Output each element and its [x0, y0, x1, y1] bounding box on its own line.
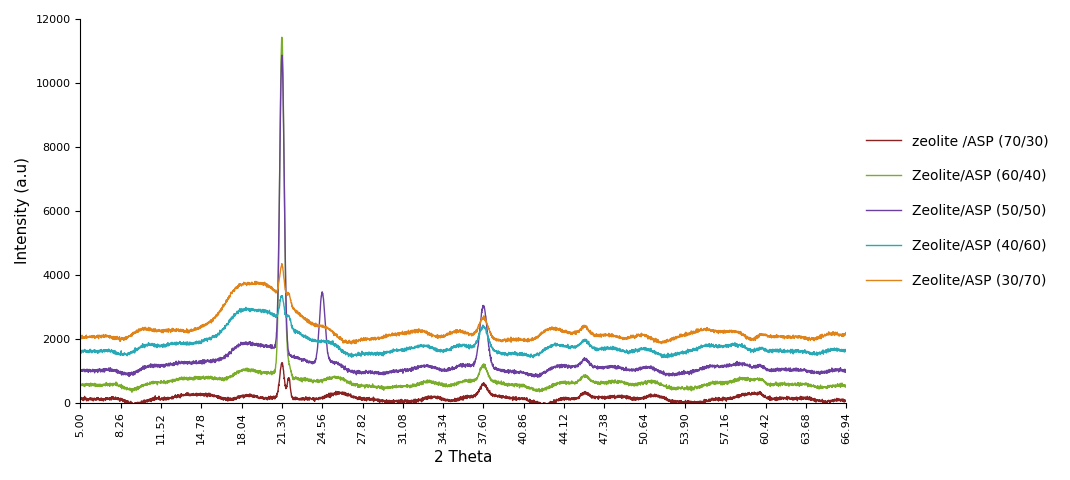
Zeolite/ASP (60/40): [402, 383, 415, 389]
Zeolite/ASP (40/60): [661, 355, 674, 360]
zeolite /ASP (70/30): [275, 360, 288, 366]
Zeolite/ASP (60/40): [630, 381, 643, 386]
Zeolite/ASP (30/70): [840, 330, 853, 336]
Line: Zeolite/ASP (50/50): Zeolite/ASP (50/50): [80, 55, 846, 377]
zeolite /ASP (70/30): [396, 398, 409, 404]
Zeolite/ASP (30/70): [396, 328, 409, 334]
Line: Zeolite/ASP (60/40): Zeolite/ASP (60/40): [80, 37, 846, 392]
Zeolite/ASP (60/40): [439, 382, 452, 388]
Zeolite/ASP (60/40): [840, 383, 853, 389]
Y-axis label: Intensity (a.u): Intensity (a.u): [15, 157, 30, 264]
Zeolite/ASP (30/70): [275, 261, 288, 266]
Zeolite/ASP (60/40): [396, 384, 409, 389]
Zeolite/ASP (40/60): [840, 348, 853, 354]
Zeolite/ASP (40/60): [396, 346, 409, 351]
Line: Zeolite/ASP (40/60): Zeolite/ASP (40/60): [80, 296, 846, 358]
Zeolite/ASP (50/50): [630, 367, 643, 372]
zeolite /ASP (70/30): [816, 398, 829, 404]
Zeolite/ASP (60/40): [779, 381, 792, 386]
zeolite /ASP (70/30): [438, 397, 450, 403]
Zeolite/ASP (50/50): [840, 369, 853, 375]
Zeolite/ASP (50/50): [438, 366, 450, 372]
zeolite /ASP (70/30): [840, 397, 853, 403]
Zeolite/ASP (40/60): [630, 347, 643, 352]
Zeolite/ASP (50/50): [74, 369, 87, 374]
zeolite /ASP (70/30): [779, 396, 792, 401]
zeolite /ASP (70/30): [535, 403, 548, 409]
Line: zeolite /ASP (70/30): zeolite /ASP (70/30): [80, 363, 846, 406]
Zeolite/ASP (50/50): [275, 52, 288, 58]
Zeolite/ASP (40/60): [438, 348, 450, 353]
Zeolite/ASP (40/60): [402, 346, 415, 352]
Zeolite/ASP (50/50): [402, 366, 415, 372]
Legend: zeolite /ASP (70/30), Zeolite/ASP (60/40), Zeolite/ASP (50/50), Zeolite/ASP (40/: zeolite /ASP (70/30), Zeolite/ASP (60/40…: [860, 129, 1054, 293]
Zeolite/ASP (60/40): [816, 384, 829, 390]
Zeolite/ASP (50/50): [532, 374, 545, 380]
Zeolite/ASP (30/70): [439, 333, 452, 338]
zeolite /ASP (70/30): [402, 398, 415, 404]
zeolite /ASP (70/30): [74, 396, 87, 402]
Zeolite/ASP (50/50): [396, 367, 409, 373]
Zeolite/ASP (40/60): [275, 293, 288, 299]
Zeolite/ASP (40/60): [74, 348, 87, 353]
Zeolite/ASP (50/50): [816, 368, 829, 374]
Zeolite/ASP (40/60): [779, 348, 792, 354]
Zeolite/ASP (30/70): [779, 334, 792, 339]
Line: Zeolite/ASP (30/70): Zeolite/ASP (30/70): [80, 264, 846, 344]
Zeolite/ASP (50/50): [779, 366, 792, 372]
Zeolite/ASP (60/40): [275, 35, 288, 40]
zeolite /ASP (70/30): [630, 396, 643, 401]
Zeolite/ASP (30/70): [74, 334, 87, 340]
Zeolite/ASP (30/70): [402, 331, 415, 336]
Zeolite/ASP (60/40): [125, 389, 138, 395]
Zeolite/ASP (30/70): [816, 333, 829, 338]
Zeolite/ASP (30/70): [345, 341, 357, 347]
Zeolite/ASP (60/40): [74, 381, 87, 387]
Zeolite/ASP (30/70): [630, 334, 643, 339]
X-axis label: 2 Theta: 2 Theta: [434, 450, 492, 465]
Zeolite/ASP (40/60): [816, 347, 829, 353]
